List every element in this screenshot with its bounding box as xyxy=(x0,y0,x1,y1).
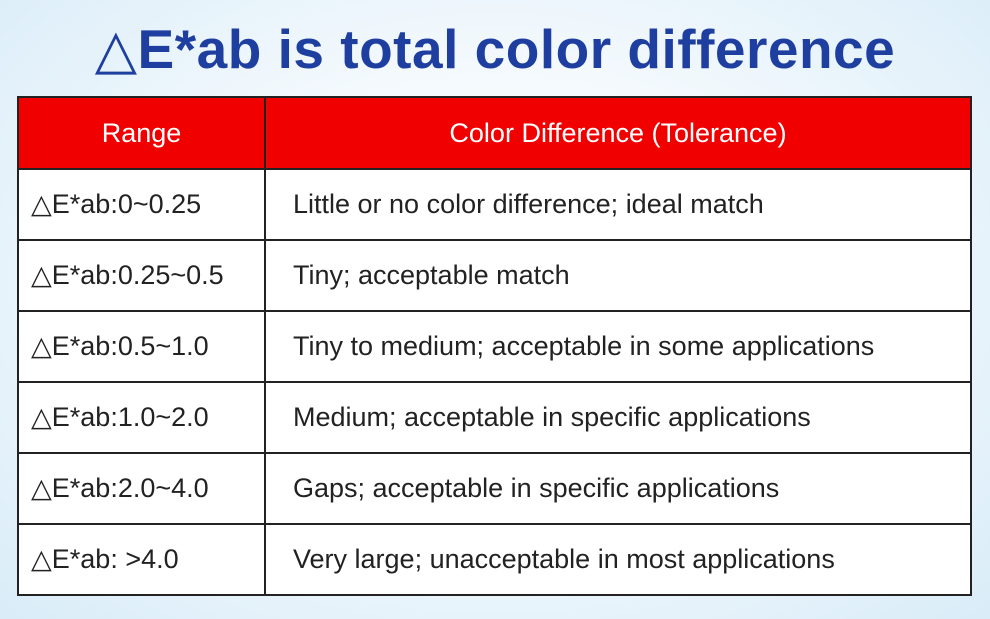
tolerance-cell: Medium; acceptable in specific applicati… xyxy=(264,381,970,453)
tolerance-cell: Gaps; acceptable in specific application… xyxy=(264,452,970,524)
header-tolerance: Color Difference (Tolerance) xyxy=(264,98,970,170)
tolerance-cell: Tiny; acceptable match xyxy=(264,239,970,311)
range-cell: △E*ab:0~0.25 xyxy=(31,189,202,219)
tolerance-table: Range Color Difference (Tolerance) △E*ab… xyxy=(19,98,970,594)
page-title: △E*ab is total color difference xyxy=(94,18,896,80)
table-row: △E*ab: >4.0 Very large; unacceptable in … xyxy=(19,523,970,594)
table-row: △E*ab:2.0~4.0 Gaps; acceptable in specif… xyxy=(19,452,970,524)
table-row: △E*ab:0~0.25 Little or no color differen… xyxy=(19,169,970,240)
color-difference-table: Range Color Difference (Tolerance) △E*ab… xyxy=(17,96,972,596)
table-header-row: Range Color Difference (Tolerance) xyxy=(19,98,970,170)
range-cell: △E*ab:0.5~1.0 xyxy=(19,310,265,382)
header-range: Range xyxy=(19,98,265,170)
table-row: △E*ab:1.0~2.0 Medium; acceptable in spec… xyxy=(19,381,970,453)
range-cell: △E*ab:0.25~0.5 xyxy=(19,239,265,311)
table-row: △E*ab:0.25~0.5 Tiny; acceptable match xyxy=(19,239,970,311)
range-cell: △E*ab:2.0~4.0 xyxy=(19,452,265,524)
table-row: △E*ab:0.5~1.0 Tiny to medium; acceptable… xyxy=(19,310,970,382)
tolerance-cell: Little or no color difference; ideal mat… xyxy=(264,169,970,240)
range-cell: △E*ab:1.0~2.0 xyxy=(19,381,265,453)
tolerance-cell: Very large; unacceptable in most applica… xyxy=(264,523,970,594)
tolerance-cell: Tiny to medium; acceptable in some appli… xyxy=(264,310,970,382)
range-cell: △E*ab: >4.0 xyxy=(19,523,265,594)
